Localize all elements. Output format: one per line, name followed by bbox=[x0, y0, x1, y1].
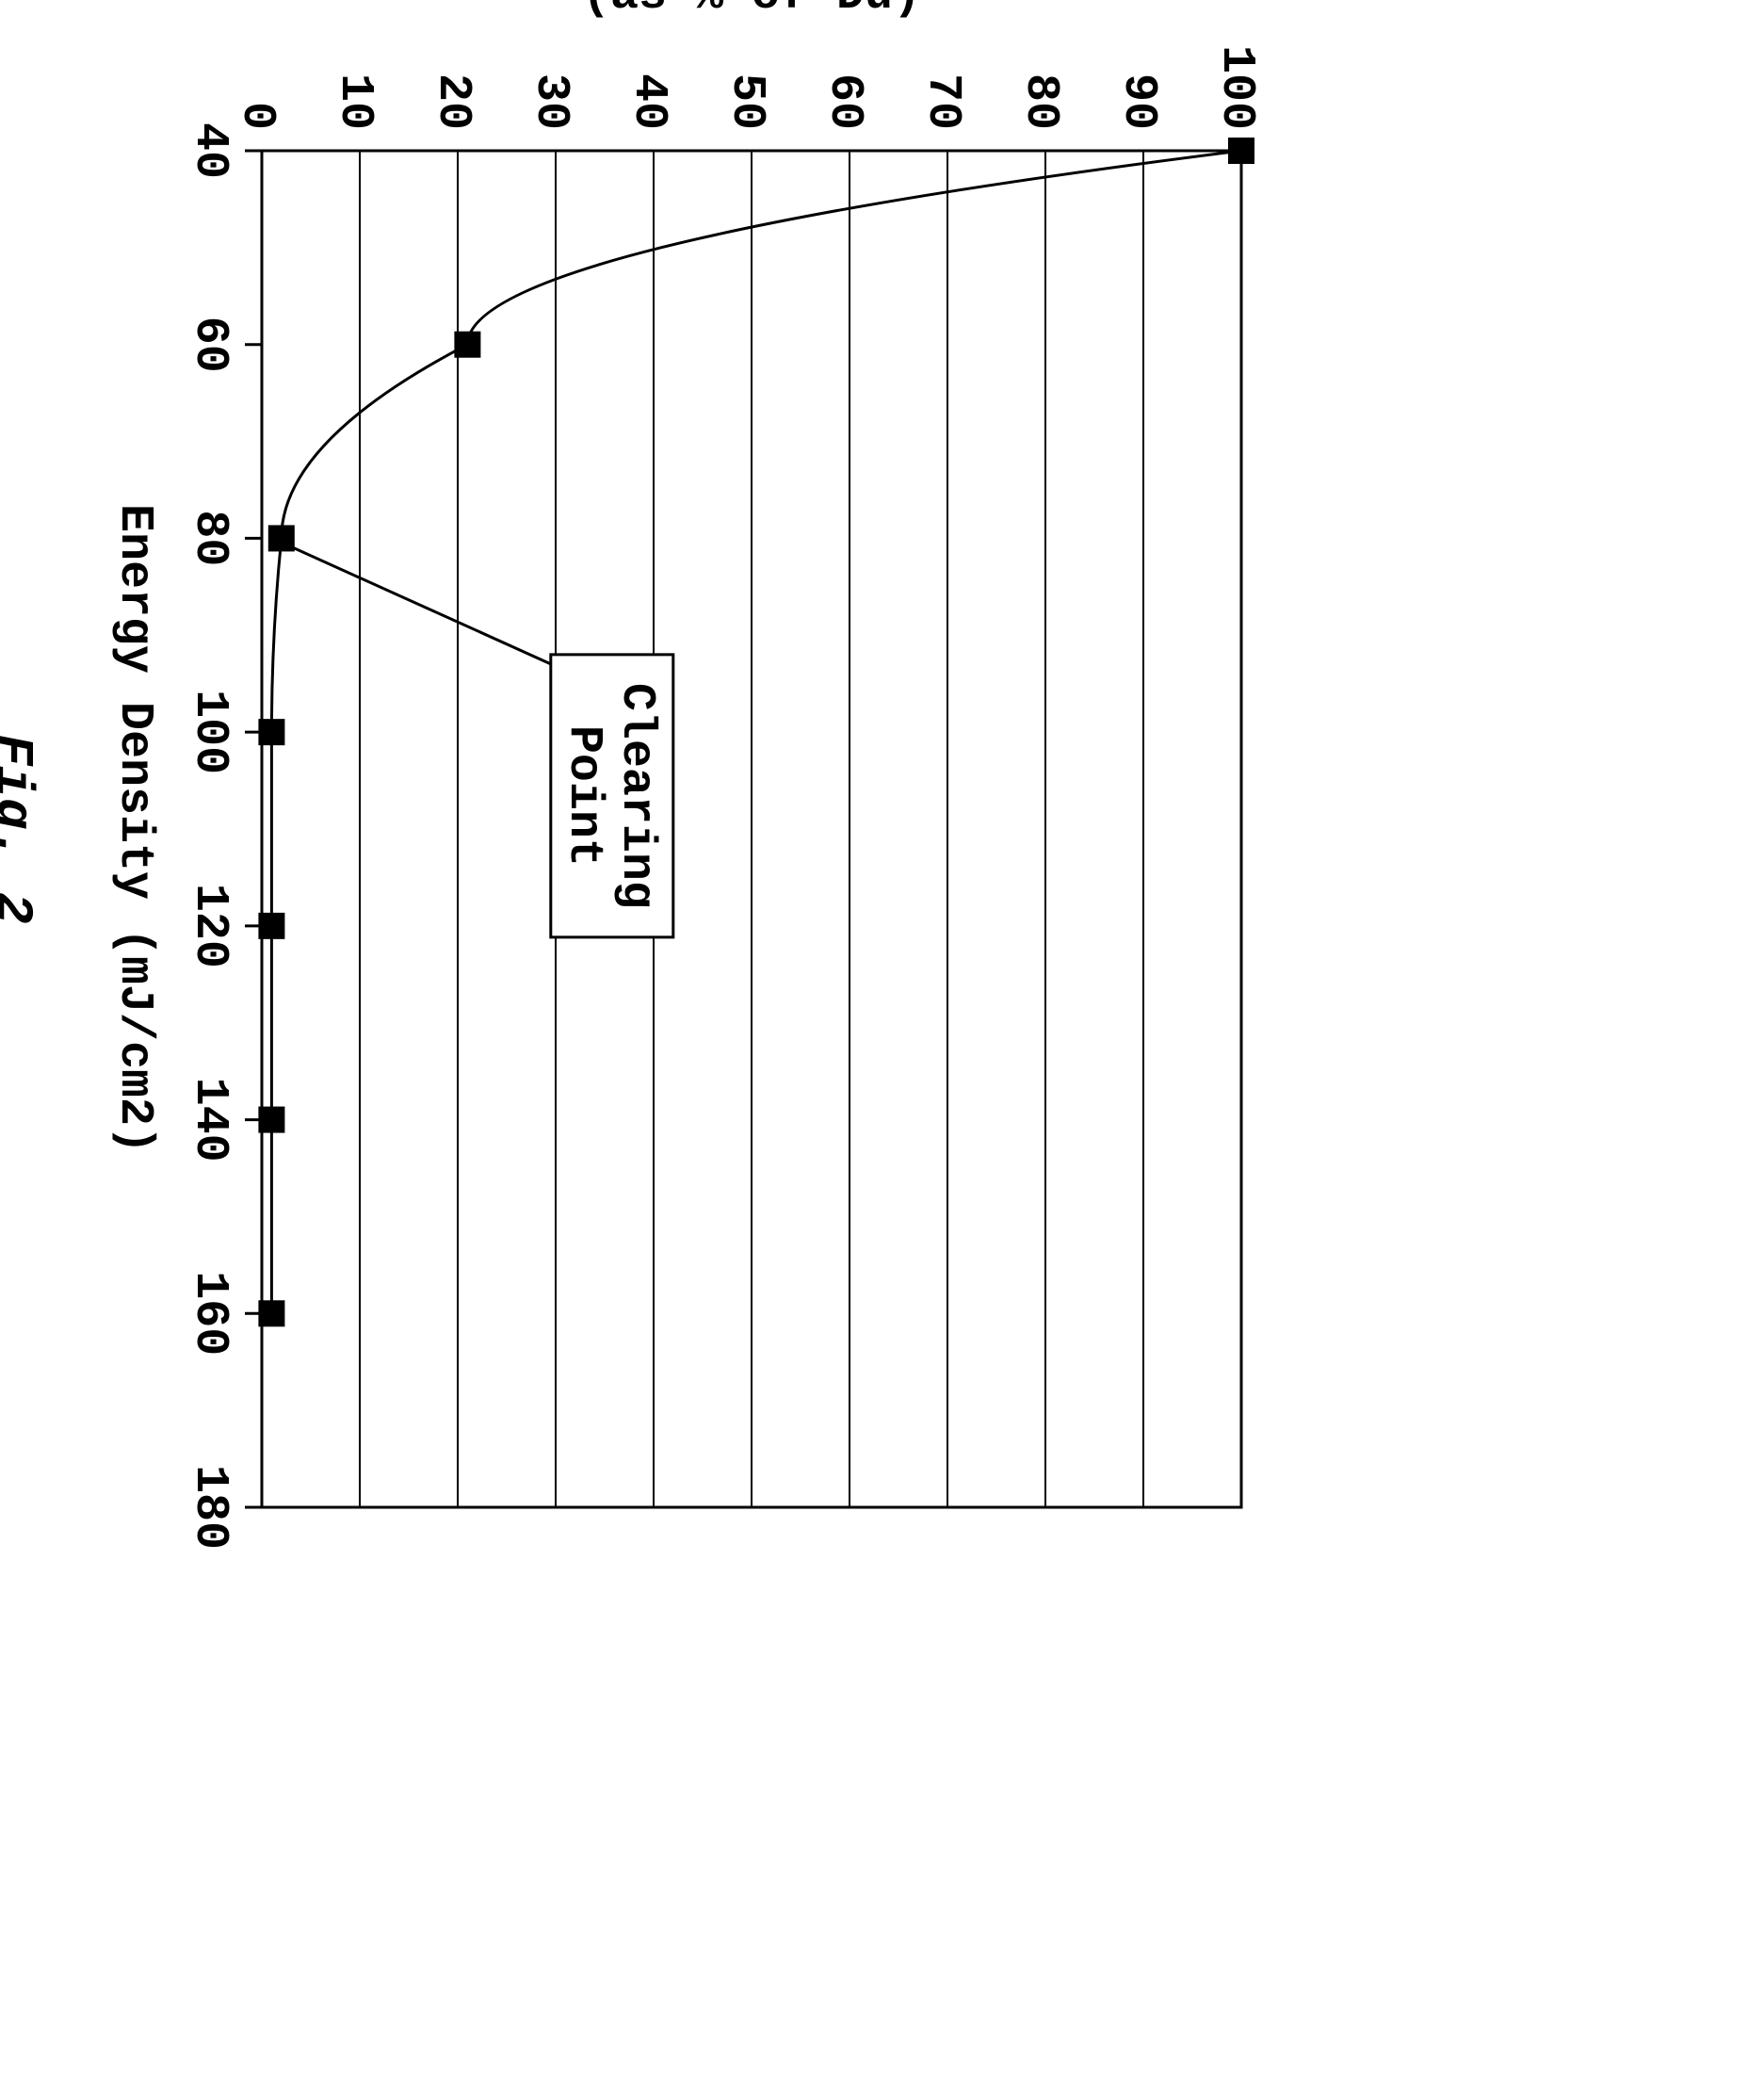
data-marker bbox=[258, 1300, 284, 1326]
y-tick-label: 60 bbox=[817, 73, 871, 130]
y-tick-label: 70 bbox=[915, 73, 969, 130]
chart-figure: 40 60 80 100 120 140 160 180 0 10 20 30 40 50 60 70 80 90… bbox=[0, 0, 1764, 2081]
x-tick-label: 180 bbox=[183, 1465, 236, 1550]
x-tick-label: 140 bbox=[183, 1078, 236, 1162]
data-marker bbox=[1228, 138, 1254, 164]
y-axis-label-group: Optical Density(as % of Du) bbox=[540, 0, 963, 23]
x-tick-label: 120 bbox=[183, 884, 236, 968]
y-tick-label: 0 bbox=[230, 102, 283, 130]
x-tick-label: 40 bbox=[183, 122, 236, 179]
y-tick-label: 40 bbox=[622, 73, 675, 130]
y-tick-label: 30 bbox=[524, 73, 577, 130]
data-marker bbox=[258, 719, 284, 745]
y-tick-label: 100 bbox=[1209, 45, 1263, 130]
figure-caption: Fig. 2 bbox=[0, 734, 42, 924]
y-tick-label: 80 bbox=[1013, 73, 1067, 130]
data-marker bbox=[454, 332, 480, 358]
y-axis-label-line2: (as % of Du) bbox=[582, 0, 921, 23]
x-tick-label: 100 bbox=[183, 690, 236, 774]
data-marker bbox=[258, 913, 284, 939]
y-tick-label: 50 bbox=[720, 73, 773, 130]
y-tick-label: 20 bbox=[426, 73, 479, 130]
callout-line1: Clearing bbox=[609, 683, 663, 909]
y-tick-label: 90 bbox=[1111, 73, 1165, 130]
y-tick-label: 10 bbox=[328, 73, 381, 130]
chart-root-rotated: 40 60 80 100 120 140 160 180 0 10 20 30 40 50 60 70 80 90… bbox=[0, 0, 1263, 1550]
callout-line2: Point bbox=[557, 725, 610, 867]
x-tick-label: 160 bbox=[183, 1271, 236, 1356]
x-tick-label: 80 bbox=[183, 510, 236, 566]
x-tick-label: 60 bbox=[183, 317, 236, 373]
data-marker bbox=[258, 1107, 284, 1133]
x-axis-label: Energy Density (mJ/cm2) bbox=[107, 504, 161, 1154]
